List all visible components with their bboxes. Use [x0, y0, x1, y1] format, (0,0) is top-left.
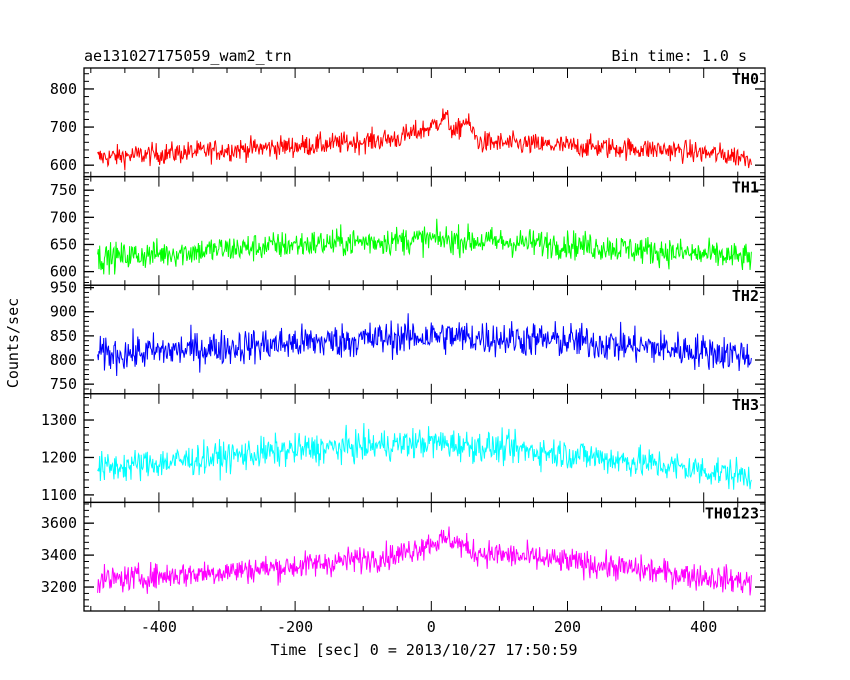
y-tick-label: 1300: [41, 411, 77, 429]
y-tick-label: 3400: [41, 546, 77, 564]
y-tick-label: 700: [50, 208, 77, 226]
x-axis-label: Time [sec] 0 = 2013/10/27 17:50:59: [270, 641, 577, 659]
panel-name-label: TH2: [732, 287, 759, 305]
panel-frame: [83, 284, 766, 395]
panel-th2: 750 800 850 900 950 TH2: [50, 279, 766, 395]
panel-th3: 1100 1200 1300 TH3: [41, 393, 766, 504]
chart-title: ae131027175059_wam2_trn: [84, 47, 292, 65]
series-line-th0123: [97, 526, 752, 596]
y-tick-label: 950: [50, 279, 77, 297]
y-tick-label: 600: [50, 263, 77, 281]
panel-th0: 600 700 800 TH0: [50, 67, 766, 178]
panel-name-label: TH3: [732, 396, 759, 414]
y-tick-label: 850: [50, 327, 77, 345]
y-tick-label: 700: [50, 118, 77, 136]
panel-name-label: TH1: [732, 179, 759, 197]
y-tick-label: 750: [50, 375, 77, 393]
y-tick-label: 800: [50, 80, 77, 98]
series-line-th1: [97, 218, 752, 275]
y-tick-label: 900: [50, 303, 77, 321]
series-line-th0: [97, 108, 752, 171]
y-axis-label: Counts/sec: [4, 298, 22, 388]
panel-frame: [83, 67, 766, 178]
panel-name-label: TH0123: [705, 504, 759, 522]
panels-group: 600 700 800 TH0 600 650 700 750 TH1 750 800 850 900 9…: [41, 67, 766, 612]
x-tick-label: 0: [427, 618, 436, 636]
x-tick-label: 200: [554, 618, 581, 636]
x-tick-label: 400: [690, 618, 717, 636]
series-line-th2: [97, 313, 752, 377]
panel-th1: 600 650 700 750 TH1: [50, 175, 766, 286]
y-tick-label: 1100: [41, 486, 77, 504]
x-axis: -400 -200 0 200 400: [141, 618, 717, 636]
y-tick-label: 3600: [41, 514, 77, 532]
series-line-th3: [97, 423, 752, 490]
panel-frame: [83, 501, 766, 612]
y-tick-label: 1200: [41, 448, 77, 466]
x-tick-label: -400: [141, 618, 177, 636]
x-tick-label: -200: [277, 618, 313, 636]
y-tick-label: 650: [50, 235, 77, 253]
y-tick-label: 3200: [41, 578, 77, 596]
y-tick-label: 750: [50, 181, 77, 199]
bin-time-label: Bin time: 1.0 s: [612, 47, 747, 65]
panel-th0123: 3200 3400 3600 TH0123: [41, 501, 766, 612]
y-tick-label: 800: [50, 351, 77, 369]
panel-name-label: TH0: [732, 70, 759, 88]
y-tick-label: 600: [50, 156, 77, 174]
